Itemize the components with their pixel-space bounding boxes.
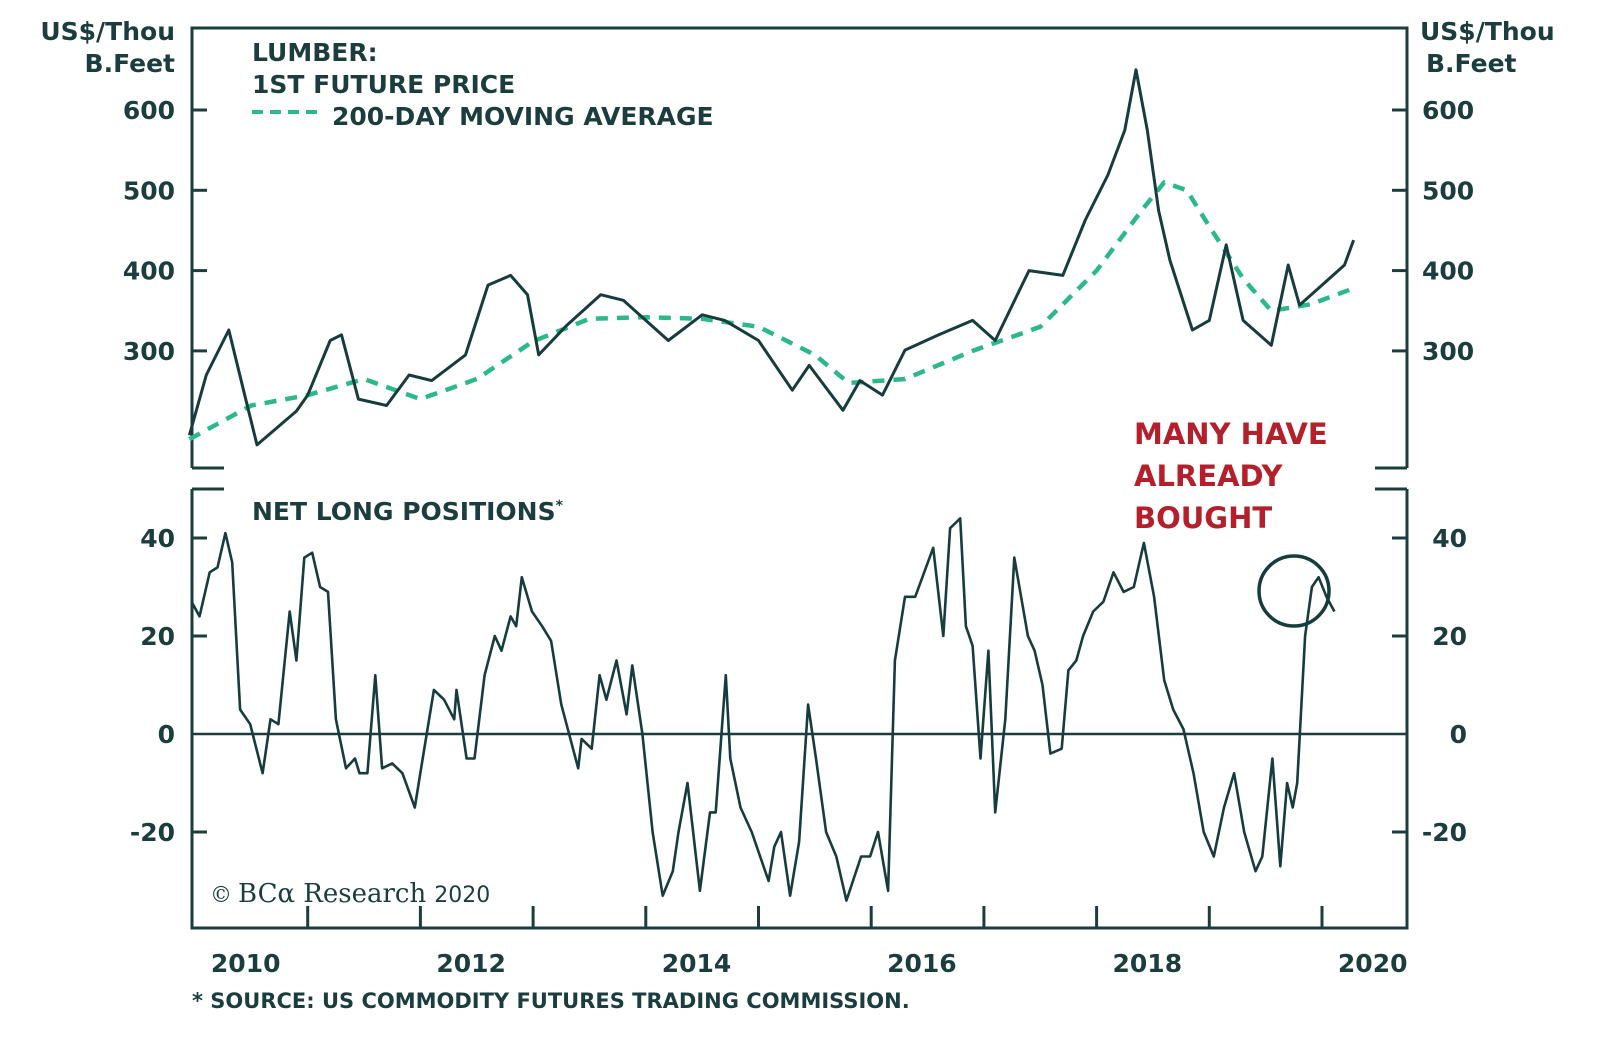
x-tick-label: 2020 (1338, 949, 1408, 978)
annotation-line3: BOUGHT (1134, 501, 1272, 535)
top-panel-border (190, 26, 1409, 468)
y-tick-label-left: 20 (140, 622, 175, 651)
y-tick-label-right: 40 (1432, 524, 1467, 553)
y-tick-label-left: 0 (158, 720, 175, 749)
x-tick-label: 2012 (436, 949, 506, 978)
y-tick-label-right: 500 (1422, 176, 1474, 205)
price-line (187, 68, 1356, 447)
x-tick-label: 2018 (1113, 949, 1183, 978)
y-tick-label-right: -20 (1422, 818, 1467, 847)
x-tick-label: 2014 (662, 949, 732, 978)
y-tick-label-left: -20 (130, 818, 175, 847)
annotation-line1: MANY HAVE (1134, 417, 1328, 451)
x-tick-label: 2010 (211, 949, 281, 978)
y-unit-right-line2: B.Feet (1426, 49, 1517, 78)
y-tick-label-left: 400 (123, 257, 175, 286)
y-tick-label-left: 600 (123, 96, 175, 125)
annotation-line2: ALREADY (1134, 459, 1283, 493)
y-tick-label-right: 400 (1422, 257, 1474, 286)
y-tick-label-right: 0 (1450, 720, 1467, 749)
x-tick-label: 2016 (887, 949, 957, 978)
legend-ma-label: 200-DAY MOVING AVERAGE (332, 102, 714, 131)
y-tick-label-left: 500 (123, 176, 175, 205)
axis-ticks (192, 108, 1407, 928)
y-unit-left-line2: B.Feet (85, 49, 176, 78)
series-layer (187, 68, 1356, 902)
annotation-circle (1257, 554, 1331, 628)
top-panel-frame (190, 26, 1409, 470)
bottom-panel-border (190, 489, 1409, 930)
net-long-line (190, 517, 1336, 902)
legend-price-label: 1ST FUTURE PRICE (252, 70, 515, 99)
y-tick-label-right: 20 (1432, 622, 1467, 651)
top-panel-title: LUMBER: (252, 38, 378, 67)
y-tick-label-right: 300 (1422, 337, 1474, 366)
footnote: * SOURCE: US COMMODITY FUTURES TRADING C… (192, 989, 910, 1013)
bottom-panel-frame (190, 487, 1409, 930)
credit-label: © BCα Research 2020 (210, 879, 490, 909)
y-unit-left-line1: US$/Thou (40, 17, 175, 46)
y-tick-label-left: 40 (140, 524, 175, 553)
y-tick-label-right: 600 (1422, 96, 1474, 125)
y-tick-label-left: 300 (123, 337, 175, 366)
y-unit-right-line1: US$/Thou (1420, 17, 1555, 46)
bottom-panel-title: NET LONG POSITIONS* (252, 497, 564, 526)
